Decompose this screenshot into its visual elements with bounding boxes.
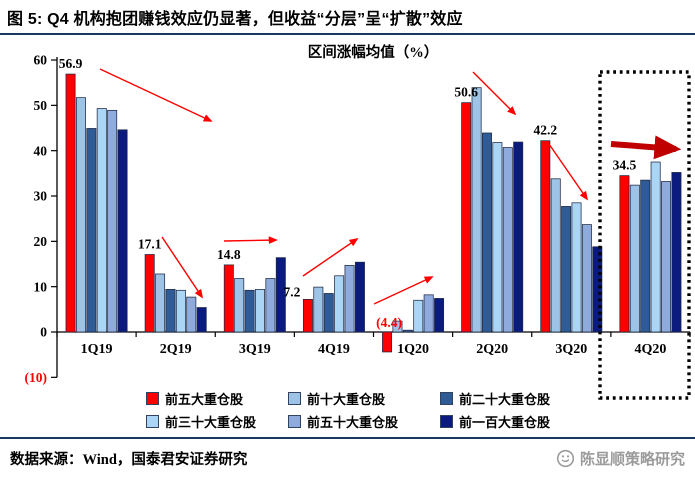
svg-text:60: 60 bbox=[34, 53, 48, 68]
figure-title: 图 5: Q4 机构抱团赚钱效应仍显著，但收益“分层”呈“扩散”效应 bbox=[7, 11, 463, 28]
bottom-divider bbox=[0, 437, 695, 439]
svg-text:7.2: 7.2 bbox=[283, 284, 300, 299]
svg-text:14.8: 14.8 bbox=[217, 247, 241, 262]
legend-item: 前一百大重仓股 bbox=[440, 411, 600, 431]
svg-text:1Q20: 1Q20 bbox=[397, 342, 429, 357]
legend-swatch-icon bbox=[440, 391, 453, 405]
svg-text:56.9: 56.9 bbox=[59, 56, 83, 71]
legend-swatch-icon bbox=[288, 391, 301, 405]
svg-text:50.6: 50.6 bbox=[454, 85, 478, 100]
legend-swatch-icon bbox=[440, 414, 453, 428]
svg-text:2Q19: 2Q19 bbox=[160, 342, 192, 357]
svg-text:17.1: 17.1 bbox=[138, 236, 162, 251]
legend-label: 前五大重仓股 bbox=[165, 391, 244, 407]
svg-text:4Q19: 4Q19 bbox=[318, 342, 350, 357]
svg-text:50: 50 bbox=[34, 98, 48, 113]
svg-text:1Q19: 1Q19 bbox=[81, 342, 113, 357]
axes: 60 50 40 30 20 10 0 (10) 1Q19 2Q19 3Q19 4Q19 1Q20 2Q2… bbox=[25, 53, 691, 385]
legend-swatch-icon bbox=[146, 414, 159, 428]
svg-text:3Q19: 3Q19 bbox=[239, 342, 271, 357]
svg-text:(10): (10) bbox=[25, 370, 48, 385]
legend-item: 前二十大重仓股 bbox=[440, 388, 600, 408]
svg-text:(4.4): (4.4) bbox=[376, 315, 402, 330]
watermark-text: 陈显顺策略研究 bbox=[579, 451, 685, 468]
legend-swatch-icon bbox=[288, 414, 301, 428]
svg-text:34.5: 34.5 bbox=[613, 158, 637, 173]
legend-swatch-icon bbox=[146, 391, 159, 405]
chart-title: 区间涨幅均值（%） bbox=[308, 43, 439, 61]
legend-item: 前五大重仓股 bbox=[146, 388, 288, 408]
bars bbox=[65, 73, 682, 353]
svg-text:4Q20: 4Q20 bbox=[634, 342, 666, 357]
bar-chart: 区间涨幅均值（%） 60 50 40 30 20 10 0 (10) 1Q19 2Q19 3Q19 4… bbox=[25, 43, 691, 400]
chart-legend: 前五大重仓股 前十大重仓股 前二十大重仓股前三十大重仓股 前五十大重仓股 前一百大重仓股 bbox=[146, 388, 646, 431]
svg-text:42.2: 42.2 bbox=[534, 123, 558, 138]
legend-item: 前三十大重仓股 bbox=[146, 411, 288, 431]
legend-item: 前十大重仓股 bbox=[288, 388, 440, 408]
title-divider bbox=[0, 33, 695, 35]
trend-arrows bbox=[99, 68, 682, 305]
svg-text:10: 10 bbox=[34, 279, 48, 294]
legend-label: 前三十大重仓股 bbox=[165, 414, 257, 430]
watermark: 陈显顺策略研究 bbox=[556, 448, 685, 469]
svg-text:3Q20: 3Q20 bbox=[555, 342, 587, 357]
svg-text:40: 40 bbox=[34, 143, 48, 158]
legend-label: 前二十大重仓股 bbox=[459, 391, 551, 407]
legend-label: 前一百大重仓股 bbox=[459, 414, 551, 430]
source-row: 数据来源：Wind，国泰君安证券研究 陈显顺策略研究 bbox=[0, 443, 695, 473]
svg-text:0: 0 bbox=[40, 325, 47, 340]
legend-item: 前五十大重仓股 bbox=[288, 411, 440, 431]
seal-logo-icon bbox=[556, 449, 575, 468]
legend-label: 前五十大重仓股 bbox=[307, 414, 399, 430]
highlight-dashed-box bbox=[598, 70, 691, 400]
data-labels: 56.9 17.1 14.8 7.2 (4.4) 50.6 42.2 34.5 bbox=[59, 56, 637, 330]
svg-text:30: 30 bbox=[34, 189, 48, 204]
svg-text:20: 20 bbox=[34, 234, 48, 249]
legend-label: 前十大重仓股 bbox=[307, 391, 386, 407]
svg-text:2Q20: 2Q20 bbox=[476, 342, 508, 357]
data-source: 数据来源：Wind，国泰君安证券研究 bbox=[10, 451, 248, 468]
